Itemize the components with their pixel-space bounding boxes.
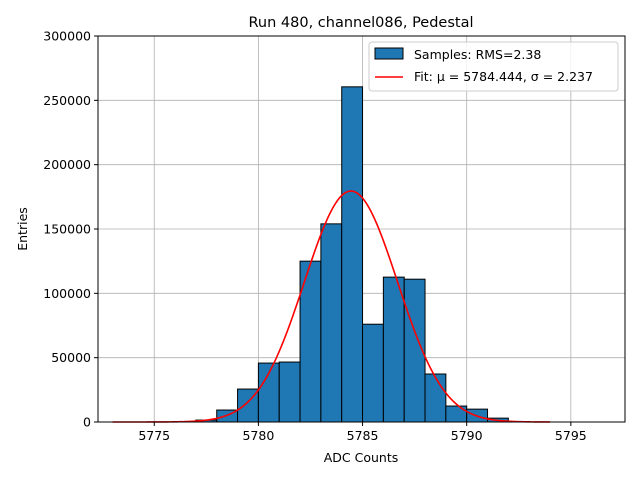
histogram-bar [320,223,343,423]
legend-box [368,41,619,92]
axis-ticks: 5775 5780 5785 5790 5795 0 50000 100000 150000 20… [43,29,586,444]
y-axis-label: Entries [15,207,30,251]
legend-label-fit: Fit: μ = 5784.444, σ = 2.237 [414,69,593,84]
histogram-bar [278,361,301,423]
x-tick-label: 5795 [555,428,587,443]
legend-label-samples: Samples: RMS=2.38 [414,47,541,62]
histogram-bar [362,323,384,423]
legend: Samples: RMS=2.38 Fit: μ = 5784.444, σ =… [368,41,619,92]
histogram-bar [341,86,364,423]
y-tick-label: 50000 [51,350,91,365]
x-tick-label: 5775 [138,428,170,443]
histogram-bar [424,373,447,423]
x-tick-label: 5790 [451,428,483,443]
y-tick-label: 100000 [43,286,91,301]
y-tick-label: 0 [83,415,91,430]
histogram-bars [195,86,509,423]
x-axis-label: ADC Counts [324,450,399,465]
legend-swatch-samples [374,47,404,60]
y-tick-label: 150000 [43,222,91,237]
histogram-bar [382,276,405,423]
x-tick-label: 5785 [347,428,379,443]
y-tick-label: 300000 [43,29,91,44]
histogram-bar [445,405,468,423]
x-tick-label: 5780 [242,428,274,443]
chart-title: Run 480, channel086, Pedestal [248,15,473,31]
y-tick-label: 250000 [43,93,91,108]
y-tick-label: 200000 [43,157,91,172]
